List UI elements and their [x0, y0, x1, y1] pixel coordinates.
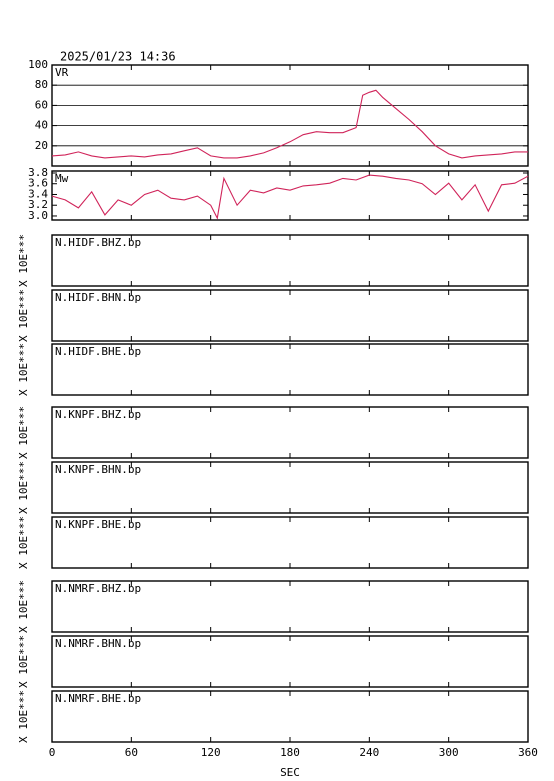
y-tick-label: 100	[28, 58, 48, 71]
data-line	[51, 89, 528, 159]
timestamp: 2025/01/23 14:36	[60, 50, 176, 64]
y-tick-label: 80	[35, 78, 48, 91]
trace-unit: X 10E***	[17, 234, 30, 287]
x-tick-label: 0	[49, 746, 56, 759]
trace-unit: X 10E***	[17, 635, 30, 688]
panel-frame	[51, 64, 529, 167]
x-tick-label: 120	[201, 746, 221, 759]
y-tick-label: 3.4	[28, 187, 48, 200]
trace-unit: X 10E***	[17, 406, 30, 459]
trace-name: N.KNPF.BHZ.bp	[55, 408, 141, 421]
trace-name: N.NMRF.BHE.bp	[55, 692, 141, 705]
trace-name: N.HIDF.BHN.bp	[55, 291, 141, 304]
y-tick-label: 3.2	[28, 198, 48, 211]
trace-name: N.KNPF.BHE.bp	[55, 518, 141, 531]
x-tick-label: 300	[439, 746, 459, 759]
panel-label: VR	[55, 66, 69, 79]
y-tick-label: 3.8	[28, 166, 48, 179]
y-tick-label: 40	[35, 119, 48, 132]
x-tick-label: 60	[125, 746, 138, 759]
trace-unit: X 10E***	[17, 289, 30, 342]
data-line	[51, 174, 529, 220]
x-tick-label: 180	[280, 746, 300, 759]
y-tick-label: 3.0	[28, 209, 48, 222]
trace-unit: X 10E***	[17, 343, 30, 396]
y-tick-label: 20	[35, 139, 48, 152]
panel-frame	[51, 170, 529, 221]
trace-unit: X 10E***	[17, 461, 30, 514]
trace-name: N.NMRF.BHN.bp	[55, 637, 141, 650]
trace-name: N.KNPF.BHN.bp	[55, 463, 141, 476]
x-tick-label: 360	[518, 746, 538, 759]
x-tick-label: 240	[359, 746, 379, 759]
trace-name: N.HIDF.BHE.bp	[55, 345, 141, 358]
trace-name: N.NMRF.BHZ.bp	[55, 582, 141, 595]
trace-unit: X 10E***	[17, 690, 30, 743]
y-tick-label: 3.6	[28, 177, 48, 190]
trace-name: N.HIDF.BHZ.bp	[55, 236, 141, 249]
trace-unit: X 10E***	[17, 516, 30, 569]
x-axis-label: SEC	[280, 766, 300, 779]
trace-unit: X 10E***	[17, 580, 30, 633]
y-tick-label: 60	[35, 98, 48, 111]
panel-label: Mw	[55, 172, 69, 185]
